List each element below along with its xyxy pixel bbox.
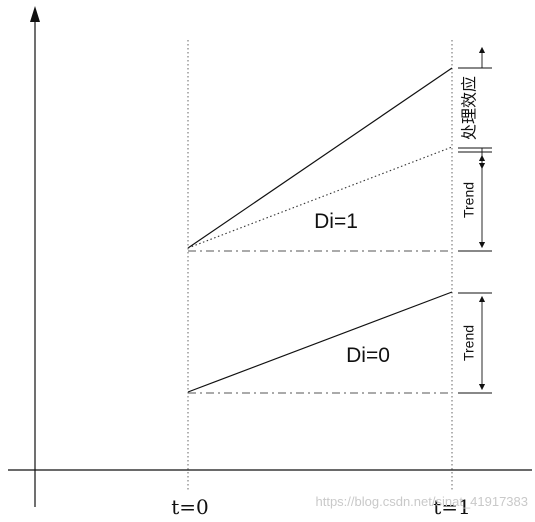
control-outcome-line <box>187 291 453 393</box>
upper-trend-label: Trend <box>461 182 477 218</box>
group-di1-label: Di=1 <box>314 210 358 233</box>
group-di0-label: Di=0 <box>346 344 390 367</box>
treatment-effect-label: 处理效应 <box>460 76 479 140</box>
lower-trend-label: Trend <box>461 325 477 361</box>
treatment-counterfactual-line <box>187 146 453 249</box>
y-axis-arrow-icon <box>30 6 40 22</box>
watermark: https://blog.csdn.net/sinat_41917383 <box>316 494 529 509</box>
t0-label: t=0 <box>171 495 209 519</box>
treatment-outcome-line <box>187 67 453 249</box>
t1-label: t=1 <box>433 495 471 519</box>
